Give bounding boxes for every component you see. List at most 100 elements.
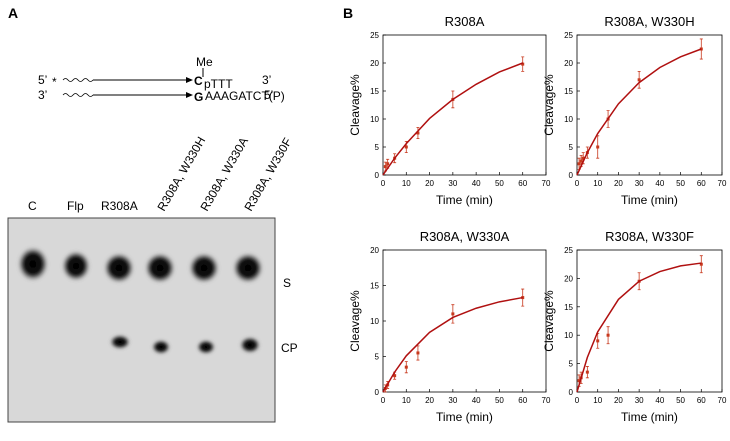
y-tick-label: 0 <box>569 388 574 397</box>
y-tick-label: 0 <box>569 171 574 180</box>
x-axis-label: Time (min) <box>436 193 493 207</box>
band <box>152 340 170 354</box>
y-tick-label: 15 <box>370 87 379 96</box>
plot-frame <box>576 249 723 393</box>
arrow-head <box>186 92 193 98</box>
x-axis-label: Time (min) <box>621 193 678 207</box>
x-tick-label: 60 <box>518 179 527 188</box>
data-point <box>585 370 589 374</box>
x-tick-label: 70 <box>542 396 551 405</box>
x-tick-label: 0 <box>381 179 386 188</box>
chart-title: R308A <box>445 14 485 29</box>
y-tick-label: 20 <box>370 59 379 68</box>
x-tick-label: 40 <box>655 179 664 188</box>
x-tick-label: 40 <box>655 396 664 405</box>
band <box>240 337 260 353</box>
band-label: CP <box>281 341 298 355</box>
y-tick-label: 0 <box>375 388 380 397</box>
panel-label: A <box>8 5 18 21</box>
base: C <box>194 74 203 88</box>
x-axis-label: Time (min) <box>436 410 493 424</box>
wavy-line <box>62 93 94 97</box>
plot-frame <box>382 249 547 393</box>
x-tick-label: 20 <box>614 179 623 188</box>
data-point <box>416 351 420 355</box>
y-tick-label: 5 <box>375 353 380 362</box>
x-tick-label: 60 <box>518 396 527 405</box>
band <box>110 335 130 349</box>
data-point <box>637 78 641 82</box>
y-tick-label: 15 <box>564 303 573 312</box>
chart-title: R308A, W330A <box>420 229 510 244</box>
methyl-label: Me <box>196 55 213 69</box>
lane-label: C <box>28 199 37 213</box>
x-tick-label: 70 <box>542 179 551 188</box>
y-tick-label: 5 <box>375 143 380 152</box>
arrow-head <box>186 77 193 83</box>
x-tick-label: 10 <box>593 179 602 188</box>
y-tick-label: 20 <box>564 274 573 283</box>
x-tick-label: 70 <box>718 396 727 405</box>
strand-end: 5’ <box>264 88 273 102</box>
y-axis-label: Cleavage% <box>348 74 362 136</box>
band <box>189 253 219 283</box>
label-star: * <box>52 75 57 89</box>
y-tick-label: 25 <box>370 31 379 40</box>
x-tick-label: 70 <box>718 179 727 188</box>
y-tick-label: 10 <box>564 331 573 340</box>
fit-curve <box>576 262 702 393</box>
y-tick-label: 10 <box>370 115 379 124</box>
x-tick-label: 30 <box>635 179 644 188</box>
fit-curve <box>576 48 702 176</box>
data-point <box>699 262 703 266</box>
chart-title: R308A, W330H <box>604 14 694 29</box>
lane-label: R308A, W330F <box>241 135 294 213</box>
x-tick-label: 30 <box>448 396 457 405</box>
strand-end: 3’ <box>262 73 271 87</box>
x-tick-label: 0 <box>575 396 580 405</box>
data-point <box>393 374 397 378</box>
y-axis-label: Cleavage% <box>542 290 556 352</box>
x-tick-label: 0 <box>575 179 580 188</box>
band <box>18 247 48 281</box>
gel-bands <box>18 247 263 354</box>
band <box>104 253 134 283</box>
y-tick-label: 15 <box>564 87 573 96</box>
x-tick-label: 20 <box>425 179 434 188</box>
x-tick-label: 10 <box>402 396 411 405</box>
y-tick-label: 0 <box>375 171 380 180</box>
y-tick-label: 5 <box>569 360 574 369</box>
strand-end: 3’ <box>38 88 47 102</box>
wavy-line <box>62 78 94 82</box>
y-axis-label: Cleavage% <box>542 74 556 136</box>
strand-end: 5’ <box>38 73 47 87</box>
data-point <box>579 159 583 163</box>
x-tick-label: 50 <box>676 396 685 405</box>
fit-curve <box>382 62 523 176</box>
base: G <box>194 90 203 104</box>
x-axis-label: Time (min) <box>621 410 678 424</box>
band-label: S <box>283 276 291 290</box>
data-point <box>596 339 600 343</box>
sequence: AAAGATCT(P) <box>205 89 285 103</box>
x-tick-label: 10 <box>402 179 411 188</box>
y-tick-label: 15 <box>370 282 379 291</box>
data-point <box>577 379 581 383</box>
gel <box>7 217 276 423</box>
y-tick-label: 20 <box>564 59 573 68</box>
x-tick-label: 30 <box>448 179 457 188</box>
x-tick-label: 20 <box>425 396 434 405</box>
lane-label: Flp <box>67 199 84 213</box>
x-tick-label: 50 <box>676 179 685 188</box>
x-tick-label: 50 <box>495 396 504 405</box>
x-tick-label: 30 <box>635 396 644 405</box>
x-tick-label: 60 <box>697 179 706 188</box>
data-point <box>383 165 387 169</box>
x-tick-label: 40 <box>472 179 481 188</box>
plot-frame <box>382 34 547 176</box>
y-tick-label: 5 <box>569 143 574 152</box>
x-tick-label: 10 <box>593 396 602 405</box>
data-point <box>577 162 581 166</box>
data-point <box>386 162 390 166</box>
